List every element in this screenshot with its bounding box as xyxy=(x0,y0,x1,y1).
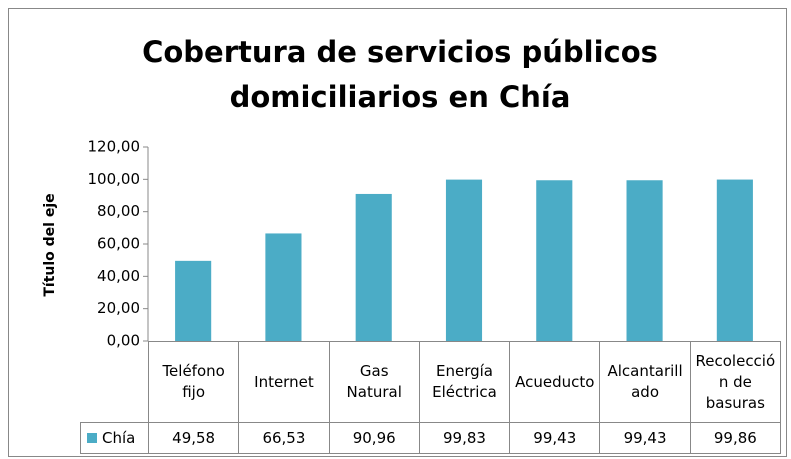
category-label: Acueducto xyxy=(509,341,601,423)
chart-frame xyxy=(8,8,787,457)
data-table-value: 66,53 xyxy=(238,422,330,454)
chart-title: Cobertura de servicios públicos domicili… xyxy=(142,35,658,114)
legend-cell: Chía xyxy=(80,422,149,454)
bar xyxy=(445,179,483,341)
bar xyxy=(716,179,753,341)
legend-label: Chía xyxy=(102,428,136,447)
data-table-value: 49,58 xyxy=(148,422,240,454)
bar xyxy=(626,180,663,341)
category-label: Energía Eléctrica xyxy=(418,341,511,423)
data-table-value: 99,86 xyxy=(689,422,781,454)
y-tick-label: 80,00 xyxy=(97,202,140,220)
category-label: Internet xyxy=(238,341,330,423)
data-table-value: 90,96 xyxy=(328,422,420,454)
bar xyxy=(355,193,392,341)
y-tick-label: 120,00 xyxy=(88,138,141,156)
legend-key xyxy=(87,433,97,443)
category-label: Alcantarillado xyxy=(599,341,691,423)
category-label: Teléfono fijo xyxy=(148,341,240,423)
bar xyxy=(175,260,212,341)
data-table-value: 99,83 xyxy=(418,422,511,454)
y-tick-label: 0,00 xyxy=(107,332,140,350)
data-table-value: 99,43 xyxy=(599,422,691,454)
y-tick-label: 20,00 xyxy=(97,299,140,317)
y-tick-label: 100,00 xyxy=(88,170,141,188)
data-table-value: 99,43 xyxy=(509,422,601,454)
y-tick-label: 40,00 xyxy=(97,267,140,285)
category-label: Gas Natural xyxy=(328,341,420,423)
category-label: Recolección de basuras xyxy=(689,341,781,423)
bar xyxy=(536,180,573,341)
bar xyxy=(265,233,302,341)
y-axis-label: Título del eje xyxy=(42,193,58,296)
y-tick-label: 60,00 xyxy=(97,235,140,253)
